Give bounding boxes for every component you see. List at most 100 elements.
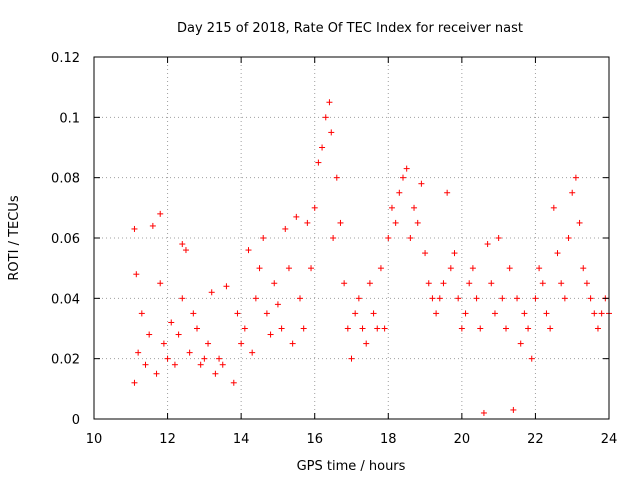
data-point — [510, 406, 517, 413]
data-point — [583, 280, 590, 287]
y-tick-label: 0 — [72, 413, 80, 428]
data-point — [322, 114, 329, 121]
x-tick-label: 10 — [86, 432, 103, 447]
data-point — [256, 265, 263, 272]
data-points — [131, 99, 612, 416]
data-point — [337, 219, 344, 226]
data-point — [462, 310, 469, 317]
y-tick-labels: 0 0.02 0.04 0.06 0.08 0.1 0.12 — [51, 51, 80, 428]
x-tick-label: 14 — [233, 432, 250, 447]
data-point — [355, 295, 362, 302]
data-point — [484, 241, 491, 248]
data-point — [142, 361, 149, 368]
data-point — [219, 361, 226, 368]
data-point — [598, 310, 605, 317]
y-axis-label: ROTI / TECUs — [7, 195, 22, 280]
data-point — [366, 280, 373, 287]
y-tick-label: 0.08 — [51, 172, 80, 187]
data-point — [554, 250, 561, 257]
data-point — [587, 295, 594, 302]
data-point — [131, 379, 138, 386]
data-point — [153, 370, 160, 377]
data-point — [558, 280, 565, 287]
data-point — [249, 349, 256, 356]
x-tick-label: 22 — [527, 432, 544, 447]
x-tick-label: 18 — [380, 432, 397, 447]
data-point — [234, 310, 241, 317]
data-point — [425, 280, 432, 287]
data-point — [469, 265, 476, 272]
data-point — [238, 340, 245, 347]
data-point — [403, 165, 410, 172]
data-point — [308, 265, 315, 272]
data-point — [208, 289, 215, 296]
data-point — [326, 99, 333, 106]
data-point — [400, 174, 406, 181]
data-point — [396, 189, 403, 196]
data-point — [381, 325, 388, 332]
data-point — [190, 310, 197, 317]
data-point — [341, 280, 348, 287]
data-point — [514, 295, 521, 302]
x-tick-label: 20 — [454, 432, 471, 447]
data-point — [201, 355, 208, 362]
x-axis-label: GPS time / hours — [297, 459, 406, 474]
data-point — [212, 370, 219, 377]
data-point — [580, 265, 587, 272]
data-point — [561, 295, 568, 302]
data-point — [149, 222, 156, 229]
data-point — [179, 241, 186, 248]
data-point — [315, 159, 322, 166]
data-point — [168, 319, 175, 326]
data-point — [271, 280, 278, 287]
y-tick-label: 0.06 — [51, 232, 80, 247]
data-point — [300, 325, 307, 332]
data-point — [164, 355, 171, 362]
data-point — [260, 235, 267, 241]
data-point — [539, 280, 546, 287]
data-point — [146, 331, 153, 338]
data-point — [569, 189, 576, 196]
data-point — [433, 310, 440, 317]
data-point — [536, 265, 543, 272]
data-point — [444, 189, 451, 196]
data-point — [517, 340, 524, 347]
axis-ticks — [93, 56, 610, 420]
x-tick-labels: 10 12 14 16 18 20 22 24 — [86, 432, 618, 447]
data-point — [422, 250, 429, 257]
y-tick-label: 0.1 — [59, 111, 80, 126]
data-point — [157, 280, 164, 287]
data-point — [572, 174, 579, 181]
data-point — [547, 325, 554, 332]
data-point — [205, 340, 212, 347]
y-tick-label: 0.12 — [51, 51, 80, 66]
data-point — [591, 310, 598, 317]
data-point — [436, 295, 443, 302]
data-point — [230, 379, 237, 386]
data-point — [241, 325, 248, 332]
data-point — [333, 174, 340, 181]
data-point — [304, 219, 311, 226]
data-point — [447, 265, 454, 272]
data-point — [160, 340, 167, 347]
data-point — [495, 235, 502, 241]
data-point — [263, 310, 270, 317]
data-point — [418, 180, 425, 187]
data-point — [274, 301, 281, 308]
x-tick-label: 16 — [306, 432, 323, 447]
data-point — [374, 325, 381, 332]
data-point — [477, 325, 484, 332]
data-point — [528, 355, 535, 362]
data-point — [348, 355, 355, 362]
data-point — [455, 295, 462, 302]
data-point — [138, 310, 145, 317]
data-point — [466, 280, 473, 287]
data-point — [182, 247, 189, 254]
data-point — [440, 280, 447, 287]
data-point — [330, 235, 337, 241]
data-point — [392, 219, 399, 226]
data-point — [506, 265, 513, 272]
data-point — [311, 204, 318, 211]
data-point — [594, 325, 601, 332]
data-point — [252, 295, 259, 302]
